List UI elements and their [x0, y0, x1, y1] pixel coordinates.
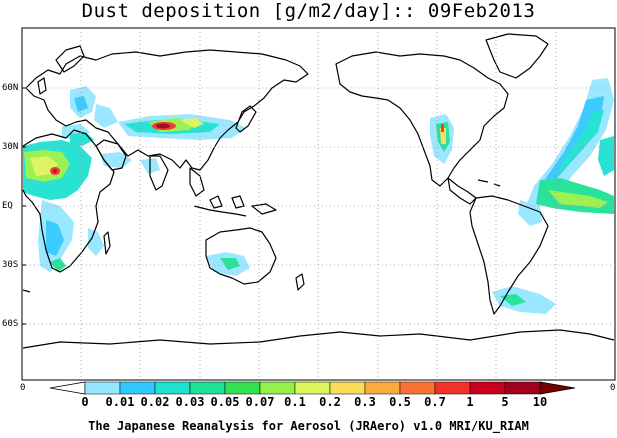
- lat-label-60s: 60S: [2, 319, 19, 329]
- colorbar-label: 0.03: [175, 395, 205, 409]
- colorbar-label: 10: [532, 395, 548, 409]
- colorbar-swatch: [294, 381, 331, 395]
- japan-outline: [235, 105, 257, 133]
- colorbar-swatch: [434, 381, 471, 395]
- colorbar-label: 0.07: [245, 395, 275, 409]
- colorbar-swatch: [259, 381, 296, 395]
- colorbar-swatch: [504, 381, 541, 395]
- africa-outline: [22, 129, 115, 273]
- colorbar-label: 0.5: [389, 395, 411, 409]
- map-title: Dust deposition [g/m2/day]:: 09Feb2013: [81, 0, 536, 22]
- north-america-dust-hotspot: [441, 124, 444, 132]
- colorbar-edge-right: 0: [610, 383, 616, 393]
- lat-label-60n: 60N: [2, 83, 19, 93]
- greenland-outline: [485, 33, 549, 79]
- north-america-outline: [335, 51, 509, 187]
- colorbar-label: 0: [81, 395, 89, 409]
- colorbar-swatch: [224, 381, 261, 395]
- colorbar-label: 0.02: [140, 395, 170, 409]
- coastlines: [22, 33, 615, 349]
- map-frame: [21, 27, 616, 381]
- colorbar-swatch: [539, 381, 576, 395]
- colorbar-swatch: [329, 381, 366, 395]
- lat-label-30n: 30N: [2, 142, 19, 152]
- colorbar-label: 0.7: [424, 395, 446, 409]
- colorbar-label: 0.1: [284, 395, 306, 409]
- colorbar-swatch: [364, 381, 401, 395]
- lat-label-30s: 30S: [2, 260, 19, 270]
- colorbar-swatch: [49, 381, 86, 395]
- south-america-outline: [469, 195, 549, 315]
- australia-outline: [205, 227, 277, 285]
- lat-label-eq: EQ: [2, 201, 13, 211]
- antarctica-outline: [22, 329, 615, 349]
- lat-lon-grid: [22, 28, 615, 380]
- colorbar-swatch: [84, 381, 121, 395]
- colorbar-swatch: [154, 381, 191, 395]
- colorbar-swatch: [469, 381, 506, 395]
- colorbar-swatch: [399, 381, 436, 395]
- colorbar-label: 0.2: [319, 395, 341, 409]
- colorbar-label: 5: [501, 395, 509, 409]
- colorbar-label: 0.05: [210, 395, 240, 409]
- colorbar-label: 0.3: [354, 395, 376, 409]
- credit-line: The Japanese Reanalysis for Aerosol (JRA…: [88, 419, 529, 433]
- colorbar-swatch: [189, 381, 226, 395]
- colorbar-label: 1: [466, 395, 474, 409]
- colorbar-swatch: [119, 381, 156, 395]
- colorbar: [49, 381, 576, 395]
- colorbar-edge-left: 0: [20, 383, 26, 393]
- colorbar-label: 0.01: [105, 395, 135, 409]
- eurasia-outline: [25, 49, 309, 171]
